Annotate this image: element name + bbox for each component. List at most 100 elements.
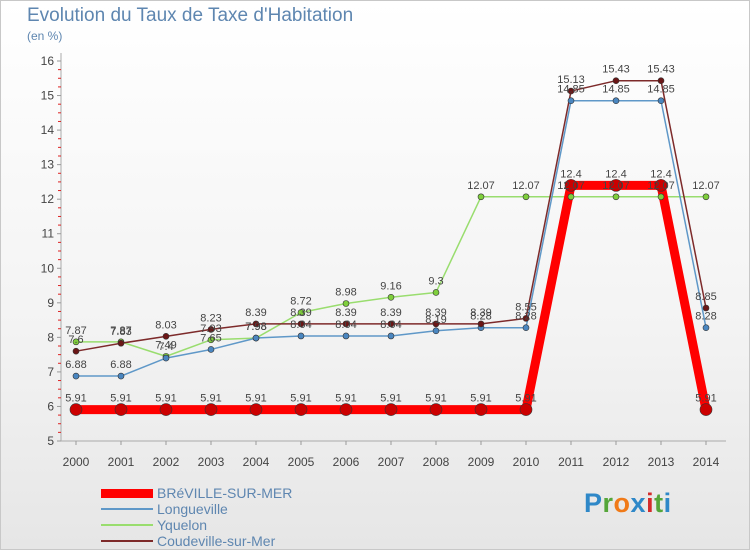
data-label-3: 15.43 (647, 64, 675, 76)
y-tick-label: 15 (41, 89, 55, 103)
legend-swatch-breville (101, 488, 153, 498)
data-label-3: 8.39 (470, 307, 491, 319)
data-point-0 (519, 403, 533, 416)
data-label-1: 8.28 (695, 311, 716, 323)
data-label-1: 14.85 (557, 84, 585, 96)
y-tick-label: 13 (41, 158, 55, 172)
data-point-3 (612, 77, 620, 84)
data-point-2 (207, 336, 215, 344)
data-point-1 (162, 354, 170, 362)
data-label-1: 8.04 (290, 319, 311, 331)
data-point-3 (477, 320, 485, 328)
data-label-0: 5.91 (335, 393, 356, 405)
x-tick-label: 2006 (333, 455, 360, 469)
x-tick-label: 2003 (198, 455, 225, 469)
logo-letter: o (613, 488, 631, 518)
data-point-2 (702, 193, 710, 201)
data-point-3 (522, 315, 530, 322)
data-point-1 (567, 97, 575, 105)
data-label-2: 7.87 (110, 325, 131, 337)
data-label-1: 7.98 (245, 321, 266, 333)
data-point-2 (387, 293, 395, 301)
data-label-1: 6.88 (65, 359, 86, 371)
data-point-0 (69, 403, 83, 416)
data-point-2 (432, 289, 440, 296)
y-tick-label: 11 (42, 227, 55, 241)
data-point-3 (432, 320, 440, 328)
data-point-0 (654, 179, 668, 192)
data-label-1: 14.85 (602, 84, 630, 96)
data-point-3 (342, 320, 350, 328)
logo-letter: t (654, 488, 664, 518)
data-point-0 (249, 403, 263, 416)
x-tick-label: 2011 (558, 455, 584, 469)
data-point-3 (162, 333, 170, 340)
data-point-0 (204, 403, 218, 416)
x-tick-label: 2013 (648, 455, 675, 469)
data-label-2: 12.07 (692, 180, 720, 192)
data-point-1 (252, 334, 260, 342)
data-point-1 (657, 97, 665, 105)
data-label-1: 14.85 (647, 84, 675, 96)
data-label-2: 12.07 (647, 180, 675, 192)
x-tick-label: 2002 (153, 455, 180, 469)
x-tick-label: 2005 (288, 455, 315, 469)
logo-letter: x (630, 488, 647, 518)
data-label-2: 7.98 (245, 321, 266, 333)
data-point-1 (522, 324, 530, 331)
x-tick-label: 2000 (63, 455, 90, 469)
data-point-0 (474, 403, 488, 416)
data-label-0: 5.91 (470, 393, 491, 405)
x-tick-label: 2001 (108, 455, 135, 469)
data-label-0: 5.91 (515, 393, 536, 405)
x-tick-label: 2012 (603, 455, 630, 469)
data-label-2: 7.87 (65, 325, 86, 337)
data-point-1 (207, 346, 215, 353)
series-line-2 (76, 196, 706, 358)
data-label-1: 8.19 (425, 314, 446, 326)
data-label-2: 8.72 (290, 295, 311, 307)
data-label-0: 5.91 (380, 393, 401, 405)
data-point-1 (432, 327, 440, 335)
data-point-2 (72, 338, 80, 346)
data-point-1 (702, 324, 710, 331)
data-label-0: 5.91 (425, 393, 446, 405)
chart-title: Evolution du Taux de Taxe d'Habitation (27, 5, 354, 26)
legend-label-breville: BRéVILLE-SUR-MER (157, 485, 293, 501)
data-point-2 (297, 309, 305, 316)
data-label-2: 12.07 (512, 180, 540, 192)
data-point-2 (612, 193, 620, 201)
legend-swatch-yquelon (101, 524, 153, 526)
x-tick-label: 2010 (513, 455, 540, 469)
data-label-2: 9.3 (428, 275, 443, 287)
y-tick-label: 5 (47, 434, 54, 448)
data-label-0: 5.91 (155, 393, 176, 405)
data-point-3 (567, 87, 575, 95)
data-point-0 (384, 403, 398, 416)
data-label-1: 6.88 (110, 359, 131, 371)
x-tick-label: 2004 (243, 455, 270, 469)
data-point-1 (612, 97, 620, 105)
x-tick-label: 2009 (468, 455, 495, 469)
data-point-1 (387, 332, 395, 340)
data-label-2: 7.49 (155, 339, 176, 351)
legend-item-coudeville: Coudeville-sur-Mer (101, 533, 292, 549)
data-label-2: 9.16 (380, 280, 401, 292)
y-tick-label: 12 (41, 192, 55, 206)
x-tick-label: 2008 (423, 455, 450, 469)
logo-letter: i (646, 488, 655, 518)
data-point-1 (117, 372, 125, 380)
data-label-3: 8.55 (515, 301, 536, 313)
data-point-3 (657, 77, 665, 84)
data-point-2 (522, 193, 530, 201)
legend-swatch-longueville (101, 508, 153, 510)
legend-label-coudeville: Coudeville-sur-Mer (157, 533, 276, 549)
y-tick-label: 16 (41, 54, 55, 68)
data-point-0 (339, 403, 353, 416)
data-label-3: 8.39 (335, 307, 356, 319)
y-tick-label: 9 (47, 296, 54, 310)
data-point-0 (564, 179, 578, 192)
data-point-2 (342, 300, 350, 307)
data-point-2 (657, 193, 665, 201)
